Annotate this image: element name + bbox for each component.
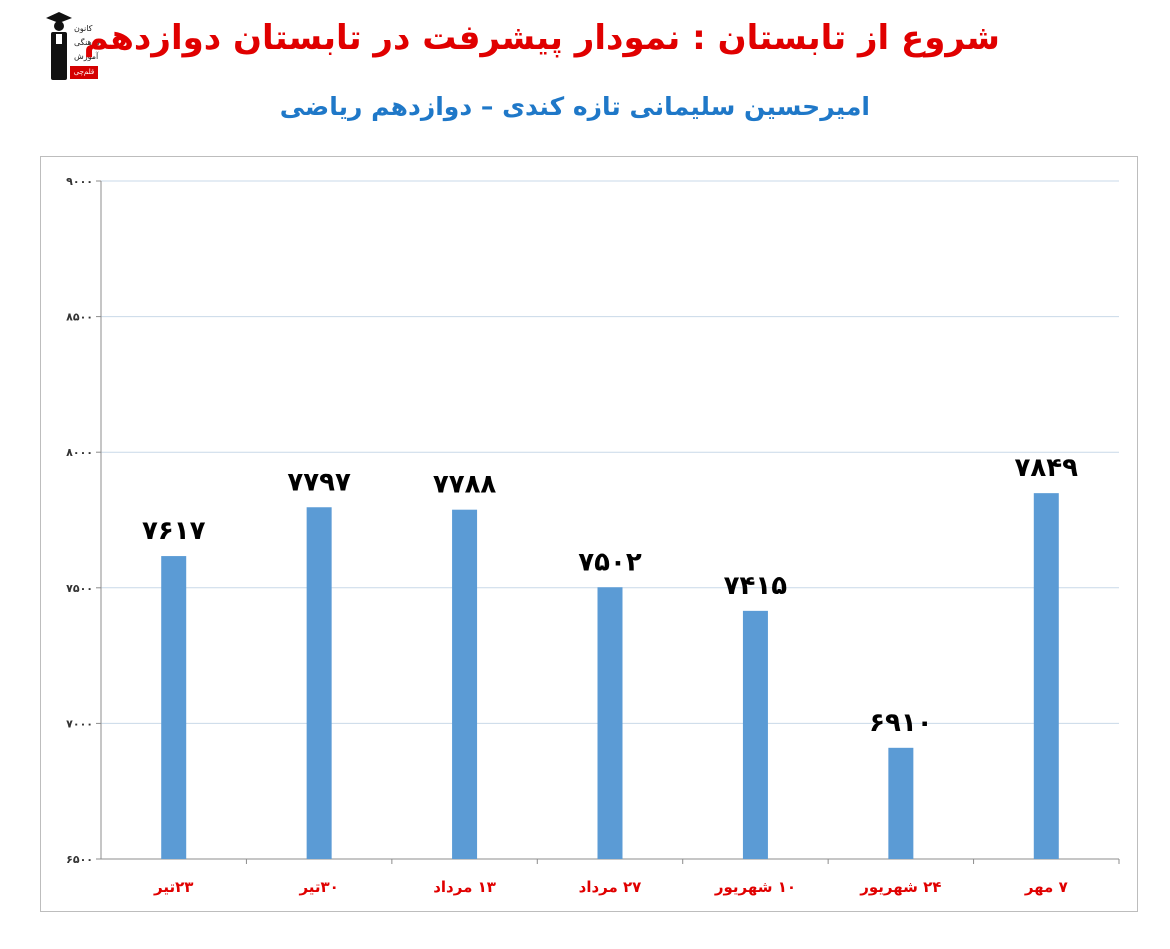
data-label-3: ۷۷۸۸ bbox=[433, 470, 497, 500]
bar-chart: ۶۵۰۰ ۷۰۰۰ ۷۵۰۰ ۸۰۰۰ ۸۵۰۰ ۹۰۰۰ ۷۶۱۷ ۲۳تیر ۷۷۹۷ ۳۰ت… bbox=[66, 175, 1120, 896]
bar-4 bbox=[597, 587, 623, 859]
page-subtitle: امیرحسین سلیمانی تازه کندی – دوازدهم ریا… bbox=[279, 92, 870, 121]
logo-line-2: فرهنگی bbox=[74, 38, 100, 47]
bar-2 bbox=[306, 507, 332, 859]
x-category-label-2: ۳۰تیر bbox=[298, 878, 338, 896]
bar-1 bbox=[161, 556, 187, 859]
x-category-label-3: ۱۳ مرداد bbox=[433, 878, 496, 896]
y-tick-label: ۷۰۰۰ bbox=[66, 717, 93, 730]
bar-3 bbox=[452, 509, 478, 859]
y-tick-label: ۹۰۰۰ bbox=[66, 175, 93, 188]
y-tick-label: ۸۵۰۰ bbox=[66, 311, 93, 324]
bar-5 bbox=[742, 610, 768, 859]
data-label-1: ۷۶۱۷ bbox=[142, 516, 206, 546]
page-title: شروع از تابستان : نمودار پیشرفت در تابست… bbox=[83, 18, 1000, 58]
logo-line-3: آموزش bbox=[74, 52, 99, 61]
data-label-7: ۷۸۴۹ bbox=[1015, 453, 1079, 483]
y-tick-label: ۷۵۰۰ bbox=[66, 582, 93, 595]
graduate-icon bbox=[46, 12, 72, 80]
logo-badge: قلم‌چی bbox=[70, 66, 98, 79]
logo-line-1: کانون bbox=[74, 24, 93, 33]
bar-6 bbox=[888, 747, 914, 859]
chart-frame: ۶۵۰۰ ۷۰۰۰ ۷۵۰۰ ۸۰۰۰ ۸۵۰۰ ۹۰۰۰ ۷۶۱۷ ۲۳تیر ۷۷۹۷ ۳۰ت… bbox=[40, 156, 1138, 912]
x-category-label-7: ۷ مهر bbox=[1024, 878, 1068, 896]
data-label-4: ۷۵۰۲ bbox=[578, 547, 642, 577]
x-category-label-4: ۲۷ مرداد bbox=[579, 878, 642, 896]
data-label-6: ۶۹۱۰ bbox=[869, 708, 932, 738]
data-label-5: ۷۴۱۵ bbox=[724, 571, 788, 601]
bar-7 bbox=[1033, 493, 1059, 859]
x-category-label-5: ۱۰ شهریور bbox=[714, 878, 796, 896]
data-label-2: ۷۷۹۷ bbox=[287, 467, 351, 497]
logo: کانون فرهنگی آموزش قلم‌چی bbox=[44, 10, 102, 82]
x-category-label-1: ۲۳تیر bbox=[153, 878, 193, 896]
y-tick-label: ۸۰۰۰ bbox=[66, 446, 93, 459]
y-tick-label: ۶۵۰۰ bbox=[66, 853, 93, 866]
x-category-label-6: ۲۴ شهریور bbox=[859, 878, 941, 896]
